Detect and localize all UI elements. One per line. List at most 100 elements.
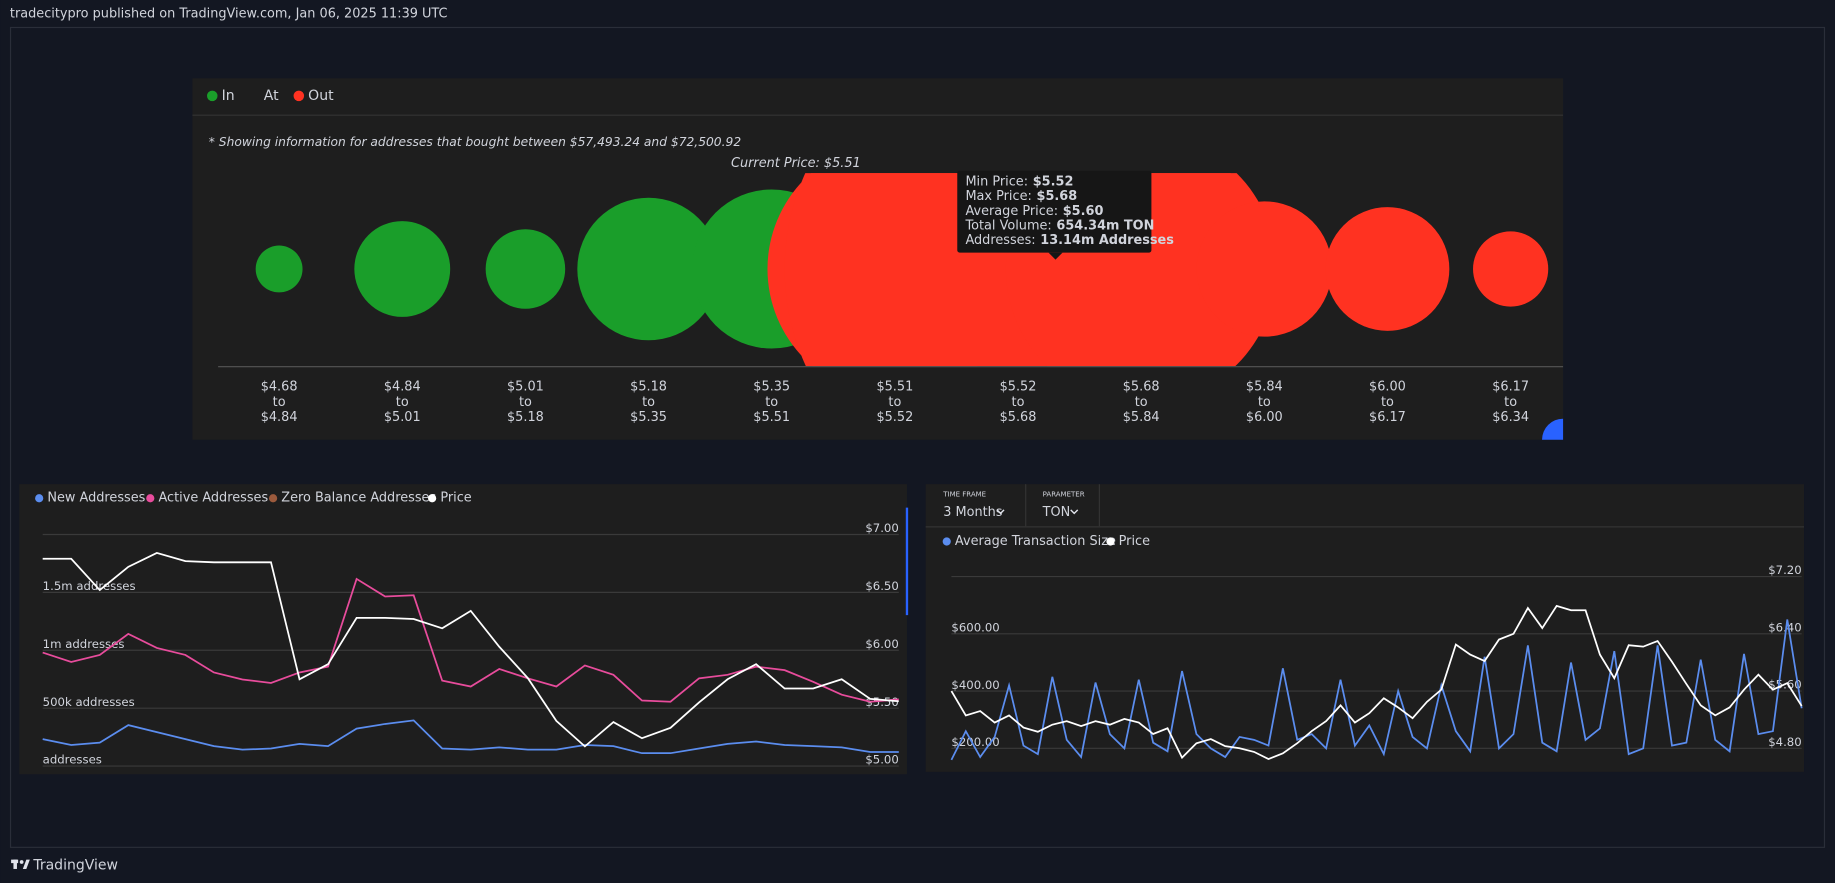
y2-tick-label: $5.00 [865, 753, 898, 767]
y-tick-label: 1.5m addresses [43, 579, 136, 593]
panel [925, 484, 1805, 772]
control-label: TIME FRAME [942, 490, 986, 499]
range-from: $5.35 [753, 380, 790, 395]
legend-dot [207, 90, 218, 102]
range-word: to [888, 395, 901, 410]
range-to: $5.01 [384, 410, 421, 425]
range-word: to [1258, 395, 1271, 410]
y2-tick-label: $6.50 [865, 579, 898, 593]
legend-dot [1106, 537, 1115, 546]
y-tick-label: 1m addresses [43, 637, 125, 651]
range-to: $6.00 [1246, 410, 1283, 425]
bubbles [255, 173, 1549, 367]
panel [19, 484, 907, 775]
legend-label: Out [308, 88, 334, 104]
range-from: $6.00 [1369, 380, 1406, 395]
legend-dot [293, 90, 305, 102]
bubble [1325, 207, 1450, 331]
y-tick-label: addresses [43, 753, 102, 767]
range-from: $4.84 [384, 380, 421, 395]
tooltip-row: Average Price: $5.60 [965, 203, 1103, 218]
range-from: $5.68 [1123, 380, 1160, 395]
dropdown-icon [996, 509, 1005, 515]
range-to: $5.35 [630, 410, 667, 425]
logo [11, 859, 30, 869]
legend-dot [428, 494, 437, 503]
tooltip-value: $5.52 [1033, 174, 1074, 189]
dropdown-icon [1070, 509, 1079, 515]
range-from: $5.51 [876, 380, 913, 395]
bubble [577, 197, 720, 341]
tooltip-row: Max Price: $5.68 [965, 189, 1077, 204]
range-to: $5.18 [507, 410, 544, 425]
tooltip [957, 170, 1152, 253]
tooltip-value: $5.68 [1037, 189, 1078, 204]
control-value: 3 Months [943, 505, 1003, 520]
legend-label: New Addresses [47, 491, 145, 506]
range-to: $5.52 [876, 410, 913, 425]
legend-dot [268, 494, 278, 503]
y-tick-label: 500k addresses [43, 695, 135, 709]
tooltip-row: Total Volume: 654.34m TON [964, 218, 1154, 233]
legend-dot [35, 494, 44, 503]
tooltip-row: Addresses: 13.14m Addresses [965, 233, 1174, 248]
range-word: to [396, 395, 409, 410]
bubble [255, 245, 303, 293]
range-from: $5.84 [1246, 380, 1283, 395]
series-line [950, 604, 1803, 760]
legend-label: Active Addresses [158, 491, 268, 506]
legend-label: Zero Balance Addresses [281, 491, 436, 506]
tooltip-label: Max Price: [965, 189, 1031, 204]
tooltip-arrow [1048, 252, 1063, 260]
series-line [42, 719, 899, 755]
range-word: to [1381, 395, 1394, 410]
y2-tick-label: $6.40 [1768, 620, 1801, 634]
tooltip-label: Addresses: [965, 233, 1035, 248]
range-to: $6.34 [1492, 410, 1529, 425]
legend-dot [146, 494, 155, 503]
range-to: $5.68 [1000, 410, 1037, 425]
series-line [42, 577, 899, 703]
range-word: to [1012, 395, 1025, 410]
legend-label: Average Transaction Size [955, 534, 1116, 549]
bubble [1196, 201, 1332, 337]
range-to: $4.84 [261, 410, 298, 425]
range-word: to [519, 395, 532, 410]
tooltip-label: Average Price: [965, 203, 1058, 218]
range-to: $6.17 [1369, 410, 1406, 425]
y2-tick-label: $4.80 [1768, 735, 1801, 749]
tooltip-value: 13.14m Addresses [1040, 233, 1174, 248]
note: * Showing information for addresses that… [209, 135, 742, 149]
range-from: $4.68 [261, 380, 298, 395]
tooltip-label: Total Volume: [964, 218, 1051, 233]
current-price: Current Price: $5.51 [731, 156, 861, 171]
range-to: $5.51 [753, 410, 790, 425]
brand: TradingView [32, 857, 118, 873]
range-word: to [1135, 395, 1148, 410]
tooltip-row: Min Price: $5.52 [965, 174, 1073, 189]
tooltip-label: Min Price: [965, 174, 1028, 189]
legend-dot [942, 537, 951, 546]
bubble [1473, 231, 1549, 307]
control-label: PARAMETER [1043, 490, 1085, 499]
y2-tick-label: $7.00 [865, 521, 898, 535]
range-word: to [642, 395, 655, 410]
y2-tick-label: $5.50 [865, 695, 898, 709]
range-from: $5.52 [1000, 380, 1037, 395]
series-line [950, 619, 1803, 761]
legend-label: Price [1119, 534, 1150, 549]
range-from: $5.18 [630, 380, 667, 395]
range-to: $5.84 [1123, 410, 1160, 425]
range-word: to [273, 395, 286, 410]
legend-label: At [264, 88, 279, 104]
lines [42, 552, 899, 755]
y2-tick-label: $7.20 [1768, 563, 1801, 577]
y2-tick-label: $6.00 [865, 637, 898, 651]
y-tick-label: $400.00 [951, 678, 999, 692]
control-value: TON [1042, 505, 1071, 520]
legend-label: Price [440, 491, 471, 506]
range-from: $6.17 [1492, 380, 1529, 395]
tooltip-value: $5.60 [1063, 203, 1104, 218]
range-word: to [765, 395, 778, 410]
